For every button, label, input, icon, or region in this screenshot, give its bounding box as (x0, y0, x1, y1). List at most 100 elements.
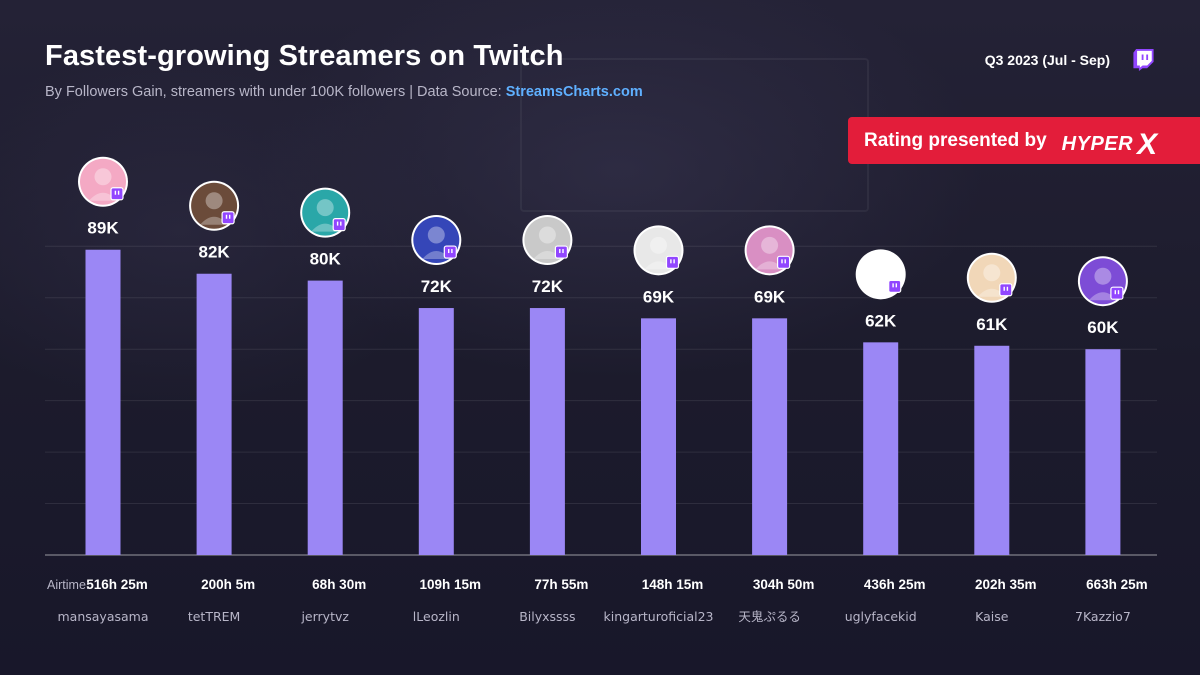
hyperx-logo-text: HYPER (1061, 132, 1134, 155)
airtime-value: 663h 25m (1086, 577, 1148, 592)
data-source-link[interactable]: StreamsCharts.com (505, 84, 643, 100)
avatar-body (866, 285, 895, 294)
airtime-value: 516h 25m (86, 577, 148, 592)
twitch-badge-icon (776, 255, 791, 269)
sponsor-label: Rating presented by (864, 129, 1047, 151)
twitch-badge-mark (670, 259, 672, 264)
subtitle-text: By Followers Gain, streamers with under … (45, 84, 506, 100)
twitch-badge-icon (110, 187, 124, 201)
avatar-head (538, 226, 556, 244)
twitch-badge-icon (554, 245, 569, 259)
twitch-badge-mark (781, 259, 783, 264)
avatar-head (205, 192, 223, 210)
bar-value-label: 69K (643, 287, 675, 306)
airtime-value: 436h 25m (864, 577, 926, 592)
twitch-badge-mark (114, 190, 117, 195)
twitch-badge-mark (784, 259, 786, 264)
avatar-body (311, 223, 340, 232)
twitch-badge-mark (1117, 290, 1120, 295)
bar[interactable] (529, 308, 565, 555)
airtime-value: 148h 15m (642, 577, 704, 592)
twitch-badge-mark (1006, 286, 1009, 291)
period-label: Q3 2023 (Jul - Sep) (984, 52, 1110, 68)
sponsor-banner: Rating presented by HYPER X (848, 117, 1200, 164)
twitch-badge-mark (451, 249, 453, 254)
avatar-head (872, 260, 890, 278)
twitch-badge-mark (895, 283, 897, 288)
avatar-body (200, 216, 229, 225)
twitch-badge-mark (340, 221, 342, 226)
avatar-body (977, 288, 1006, 297)
streamer-name[interactable]: jerrytvz (300, 609, 349, 624)
streamer-name[interactable]: uglyfacekid (845, 609, 917, 624)
twitch-badge-mark (448, 249, 450, 254)
airtime-value: 200h 5m (201, 577, 255, 592)
bar-value-label: 72K (421, 277, 453, 296)
avatar-body (644, 261, 673, 270)
twitch-badge-mark (225, 214, 228, 219)
streamer-name[interactable]: tetTREM (188, 609, 241, 624)
streamer-name[interactable]: 天鬼ぷるる (738, 609, 801, 624)
twitch-badge-icon (221, 211, 235, 225)
airtime-value: 68h 30m (312, 577, 366, 592)
twitch-badge-mark (562, 249, 564, 254)
avatar-head (650, 236, 667, 254)
bar-value-label: 62K (865, 311, 897, 330)
bar-value-label: 80K (310, 250, 342, 269)
streamer-name[interactable]: Bilyxssss (519, 609, 575, 624)
avatar-head (427, 226, 445, 244)
avatar-head (94, 168, 112, 186)
airtime-label: Airtime: (47, 578, 89, 592)
streamer-name[interactable]: Kaise (975, 609, 1009, 624)
avatar-head (316, 199, 334, 217)
avatar-head (1094, 267, 1112, 285)
bar[interactable] (418, 308, 454, 555)
streamer-name[interactable]: lLeozlin (413, 609, 460, 624)
twitch-badge-mark (892, 283, 894, 288)
avatar-body (755, 261, 784, 270)
twitch-badge-mark (336, 221, 339, 226)
twitch-badge-icon (1110, 286, 1124, 300)
bar[interactable] (85, 249, 121, 556)
chart-title: Fastest-growing Streamers on Twitch (45, 40, 564, 72)
airtime-value: 202h 35m (975, 577, 1037, 592)
bar[interactable] (752, 318, 788, 555)
twitch-badge-mark (229, 214, 231, 219)
bar-value-label: 60K (1087, 318, 1119, 337)
hyperx-logo-mark: X (1137, 127, 1158, 161)
streamer-name[interactable]: 7Kazzio7 (1075, 609, 1131, 624)
twitch-badge-mark (559, 249, 561, 254)
bar[interactable] (641, 318, 676, 555)
twitch-badge-icon (443, 245, 457, 259)
twitch-badge-icon (999, 283, 1013, 297)
bar[interactable] (974, 345, 1010, 555)
twitch-badge-icon (332, 218, 346, 232)
bar[interactable] (307, 280, 343, 555)
twitch-badge-mark (1114, 290, 1116, 295)
streamer-name[interactable]: kingarturoficial23 (604, 609, 714, 624)
avatar-body (533, 251, 562, 260)
twitch-badge-mark (117, 190, 120, 195)
hyperx-logo: HYPER X (1061, 124, 1158, 161)
airtime-value: 77h 55m (534, 577, 588, 592)
twitch-badge-mark (673, 259, 675, 264)
chart-subtitle: By Followers Gain, streamers with under … (45, 84, 643, 100)
twitch-badge-mark (1003, 286, 1005, 291)
bar-value-label: 89K (87, 219, 119, 238)
twitch-badge-icon (665, 255, 680, 269)
airtime-value: 109h 15m (420, 577, 482, 592)
bar[interactable] (863, 342, 899, 555)
bar-value-label: 72K (532, 277, 564, 296)
twitch-icon (1133, 49, 1154, 71)
avatar-head (761, 236, 779, 254)
bar-value-label: 61K (976, 315, 1008, 334)
avatar-body (1088, 292, 1117, 301)
avatar-body (422, 251, 451, 260)
bar-value-label: 82K (199, 243, 231, 262)
avatar-head (983, 264, 1001, 282)
avatar-body (89, 192, 117, 201)
bar[interactable] (1085, 349, 1121, 555)
streamer-name[interactable]: mansayasama (58, 609, 149, 624)
bar[interactable] (196, 273, 232, 555)
